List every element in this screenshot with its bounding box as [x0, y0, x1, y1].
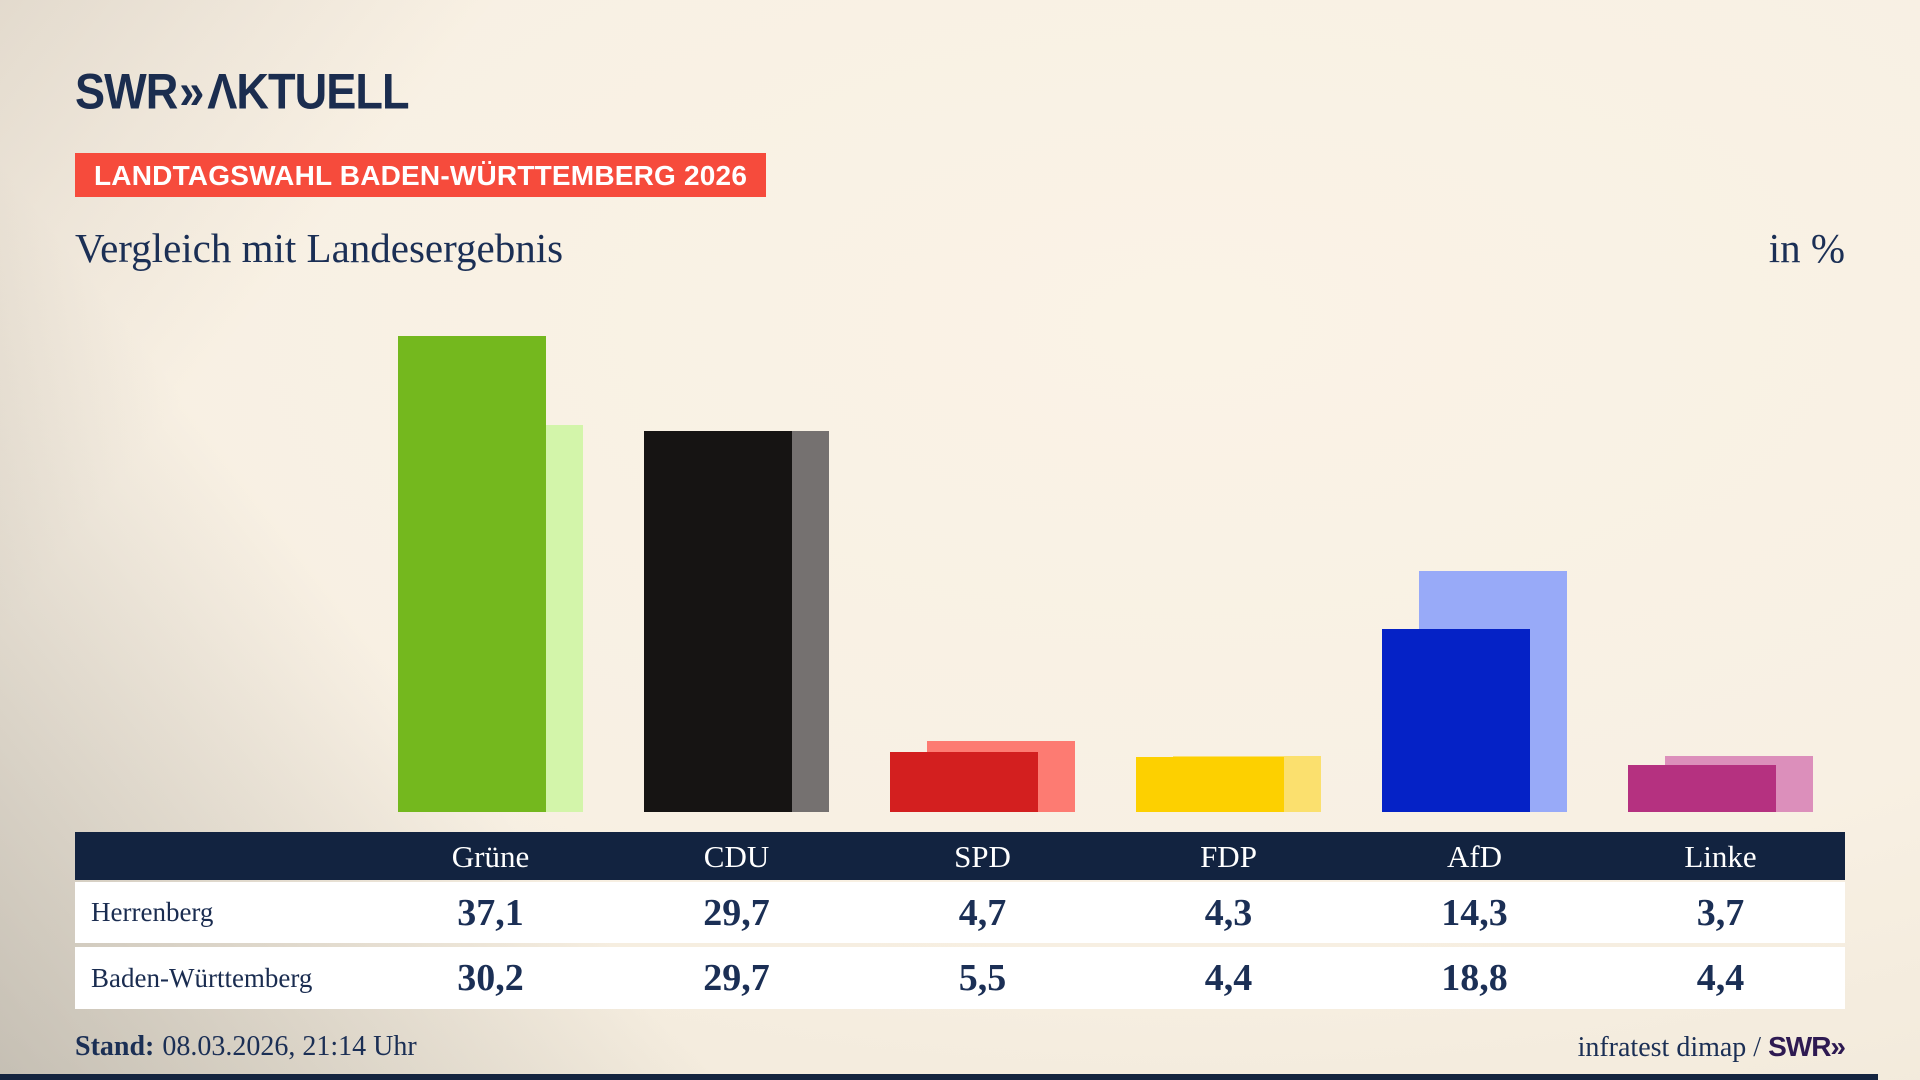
value-cell: 4,7: [958, 891, 1007, 934]
value-cell: 3,7: [1696, 891, 1745, 934]
value-cell: 4,3: [1204, 891, 1253, 934]
value-cell: 29,7: [703, 891, 770, 934]
column-header-linke: Linke: [1684, 839, 1757, 874]
source-credit: infratest dimap / SWR»: [1577, 1031, 1846, 1064]
bar-grne-herrenberg: [398, 336, 546, 812]
table-header-row: Grüne CDU SPD FDP AfD Linke: [75, 832, 1845, 880]
aktuell-logo-text: ΛKTUELL: [207, 63, 409, 120]
unit-label: in %: [1768, 225, 1845, 271]
table-row: Baden-Württemberg 30,2 29,7 5,5 4,4 18,8 4,4: [75, 947, 1845, 1009]
table-row: Herrenberg 37,1 29,7 4,7 4,3 14,3 3,7: [75, 882, 1845, 943]
timestamp: Stand: 08.03.2026, 21:14 Uhr: [75, 1031, 417, 1063]
column-header-fdp: FDP: [1200, 839, 1257, 874]
source-text: infratest dimap /: [1577, 1032, 1769, 1063]
column-header-cdu: CDU: [703, 839, 770, 874]
value-cell: 18,8: [1441, 957, 1508, 999]
row-label: Baden-Württemberg: [91, 962, 313, 993]
value-cell: 37,1: [457, 891, 524, 934]
column-header-afd: AfD: [1446, 839, 1503, 874]
bar-spd-herrenberg: [890, 751, 1038, 812]
bottom-accent-bar: [0, 1074, 1878, 1080]
value-cell: 4,4: [1696, 957, 1745, 999]
bar-afd-herrenberg: [1382, 628, 1530, 812]
swr-footer-logo: SWR»: [1768, 1031, 1846, 1062]
bar-fdp-herrenberg: [1136, 756, 1284, 812]
stand-label: Stand:: [75, 1031, 155, 1062]
value-cell: 5,5: [958, 957, 1007, 999]
value-cell: 4,4: [1204, 957, 1253, 999]
chart-title: Vergleich mit Landesergebnis: [75, 225, 564, 271]
value-cell: 29,7: [703, 957, 770, 999]
stand-value: 08.03.2026, 21:14 Uhr: [162, 1031, 417, 1062]
election-badge: LANDTAGSWAHL BADEN-WÜRTTEMBERG 2026: [75, 153, 767, 197]
row-label: Herrenberg: [91, 897, 214, 927]
bar-cdu-herrenberg: [644, 430, 792, 812]
value-cell: 30,2: [457, 957, 524, 999]
bar-linke-herrenberg: [1628, 764, 1776, 812]
swr-logo-text: SWR: [75, 63, 178, 120]
column-header-grne: Grüne: [451, 839, 530, 874]
double-chevron-icon: »: [179, 63, 204, 120]
column-header-spd: SPD: [954, 839, 1011, 874]
swr-aktuell-logo: SWR» ΛKTUELL: [75, 62, 410, 120]
value-cell: 14,3: [1441, 891, 1508, 934]
